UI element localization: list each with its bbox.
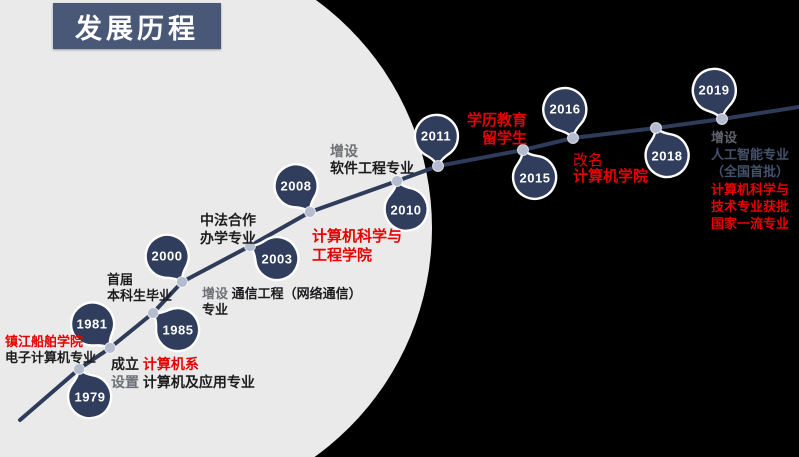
- anchor-dot-1981: [104, 342, 116, 354]
- label-2010: 计算机科学与 工程学院: [312, 228, 402, 265]
- year-1979: 1979: [75, 390, 106, 405]
- year-2000: 2000: [152, 249, 183, 264]
- label-text: 设置: [111, 373, 143, 390]
- label-2003: 增设 通信工程（网络通信） 专业: [202, 286, 362, 318]
- anchor-dot-1985: [147, 307, 159, 319]
- anchor-dot-2015: [517, 144, 529, 156]
- label-text: 工程学院: [312, 246, 373, 264]
- year-2003: 2003: [262, 252, 293, 267]
- label-2019: 增设 人工智能专业 （全国首批） 计算机科学与 技术专业获批 国家一流专业: [711, 129, 789, 232]
- label-2015: 学历教育 留学生: [447, 112, 527, 147]
- anchor-dot-2010: [391, 175, 403, 187]
- label-1979: 成立 计算机系 设置 计算机及应用专业: [111, 356, 255, 391]
- anchor-dots: [73, 113, 728, 375]
- label-text: 计算机科学与: [711, 181, 790, 197]
- label-text: 改名: [573, 152, 604, 169]
- label-1981: 镇江船舶学院 电子计算机专业: [5, 334, 96, 365]
- anchor-dot-2000: [176, 276, 188, 288]
- label-text: 增设: [711, 130, 738, 145]
- label-text: 国家一流专业: [711, 216, 790, 232]
- label-2016: 改名 计算机学院: [573, 153, 648, 184]
- year-2018: 2018: [652, 149, 683, 164]
- year-2011: 2011: [421, 129, 451, 144]
- label-text: 电子计算机专业: [5, 349, 97, 365]
- year-1985: 1985: [163, 323, 194, 338]
- page-title: 发展历程: [53, 3, 221, 49]
- anchor-dot-2011: [432, 160, 444, 172]
- year-2016: 2016: [550, 102, 581, 117]
- label-text: 首届: [107, 272, 134, 287]
- label-text: 增设: [202, 286, 232, 301]
- year-2015: 2015: [520, 171, 551, 186]
- anchor-dot-2008: [304, 206, 316, 218]
- label-text: 计算机系: [142, 356, 199, 372]
- year-2019: 2019: [699, 83, 730, 98]
- label-text: 中法合作: [200, 212, 256, 228]
- label-text: 本科生毕业: [107, 287, 173, 303]
- label-text: 计算机科学与: [312, 228, 403, 245]
- label-2011: 增设 软件工程专业: [330, 143, 414, 177]
- label-text: 技术专业获批: [711, 198, 790, 214]
- page-title-text: 发展历程: [75, 13, 199, 44]
- label-text: 专业: [202, 302, 229, 317]
- anchor-dot-2018: [650, 122, 662, 134]
- label-text: 计算机及应用专业: [142, 373, 255, 390]
- label-text: 成立: [111, 356, 143, 372]
- label-text: 软件工程专业: [330, 160, 414, 176]
- label-text: （全国首批）: [711, 164, 790, 180]
- label-text: 计算机学院: [573, 167, 649, 185]
- anchor-dot-2019: [716, 113, 728, 125]
- label-text: 增设: [330, 143, 358, 159]
- year-2010: 2010: [391, 203, 422, 218]
- milestone-years: 1979 1981 1985 2000 2003 2008 2010 2011 …: [75, 83, 730, 405]
- label-text: 人工智能专业: [711, 147, 790, 163]
- label-text: 学历教育: [466, 112, 527, 129]
- label-text: 留学生: [481, 129, 527, 147]
- timeline-curve: [18, 105, 799, 422]
- label-text: 镇江船舶学院: [5, 334, 84, 349]
- label-text: 通信工程（网络通信）: [231, 286, 362, 301]
- anchor-dot-1979: [73, 363, 85, 375]
- label-text: 办学专业: [200, 230, 256, 246]
- anchor-dot-2003: [244, 240, 256, 252]
- label-2000: 首届 本科生毕业: [107, 272, 172, 303]
- anchor-dot-2016: [567, 132, 579, 144]
- label-2008: 中法合作 办学专业: [200, 211, 256, 247]
- year-2008: 2008: [281, 179, 312, 194]
- year-1981: 1981: [77, 317, 108, 332]
